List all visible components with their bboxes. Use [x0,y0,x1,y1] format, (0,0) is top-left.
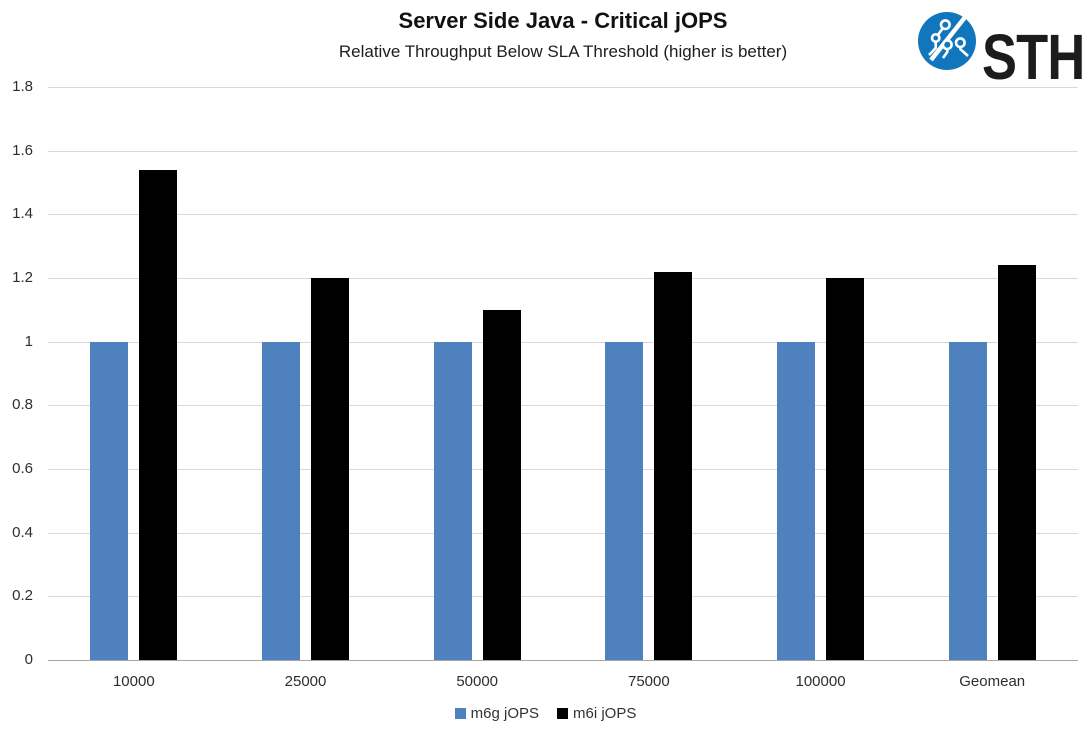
sth-logo: STH [918,12,1088,89]
y-tick-label: 1.2 [12,269,33,286]
gridline [48,150,1078,152]
legend-item: m6i jOPS [557,705,636,722]
y-tick-label: 0.6 [12,460,33,477]
legend-label: m6i jOPS [573,705,637,722]
legend: m6g jOPS m6i jOPS [0,705,1091,722]
bar-m6i-Geomean [997,265,1036,660]
gridline [48,214,1078,216]
plot-area [48,87,1078,661]
x-tick-label: Geomean [959,673,1026,690]
y-tick-label: 1 [24,332,33,350]
x-tick-label: 100000 [795,673,846,690]
bar-m6i-10000 [139,169,178,660]
y-tick-label: 1.8 [12,78,33,95]
legend-label: m6g jOPS [470,705,539,722]
y-tick-label: 0.4 [12,523,33,541]
gridline [48,532,1078,534]
gridline [48,341,1078,343]
bar-m6g-Geomean [948,341,987,660]
gridline [48,469,1078,470]
bar-m6g-25000 [262,341,300,660]
x-tick-label: 25000 [284,673,327,690]
x-axis-labels: 10000 25000 50000 75000 100000 Geomean [48,673,1078,690]
gridline [48,278,1078,279]
gridline [48,405,1078,407]
y-tick-label: 0.8 [12,396,33,414]
y-tick-label: 1.4 [12,205,33,223]
legend-item: m6g jOPS [454,705,539,722]
sth-logo-circuit-icon [918,12,976,70]
bar-m6g-50000 [433,341,472,660]
bar-m6i-50000 [482,309,521,660]
x-tick-label: 10000 [112,673,155,690]
y-axis-labels: 0 0.2 0.4 0.6 0.8 1 1.2 1.4 1.6 1.8 [0,78,37,668]
sth-logo-text: STH [982,21,1085,93]
y-tick-label: 0 [24,651,33,668]
chart-title: Server Side Java - Critical jOPS [398,8,728,33]
x-tick-label: 50000 [456,673,499,690]
x-axis-line [48,660,1078,661]
gridline [48,596,1078,598]
bar-m6g-75000 [605,341,644,660]
chart-subtitle: Relative Throughput Below SLA Threshold … [338,42,788,61]
bar-m6i-100000 [826,278,864,660]
y-tick-label: 1.6 [12,141,33,159]
legend-swatch-icon [557,708,568,719]
gridline [48,87,1078,88]
bar-m6g-100000 [777,341,815,660]
legend-swatch-icon [454,708,466,719]
bar-m6i-75000 [654,271,693,660]
x-tick-label: 75000 [627,673,670,690]
bar-m6i-25000 [311,278,349,660]
y-tick-label: 0.2 [12,587,33,605]
bar-m6g-10000 [90,341,129,660]
